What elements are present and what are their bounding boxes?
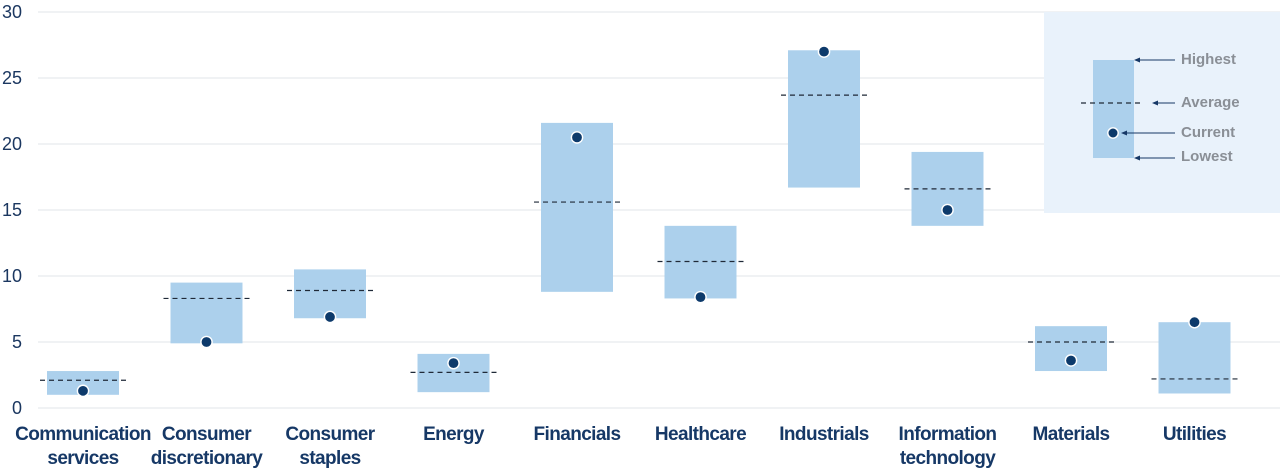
legend-background <box>1044 12 1280 213</box>
range-box <box>788 50 860 188</box>
current-dot <box>76 384 90 398</box>
current-dot <box>447 356 460 370</box>
y-tick-label-30: 30 <box>2 2 22 22</box>
legend-label-current: Current <box>1181 124 1235 141</box>
current-dot <box>323 310 337 324</box>
x-category-label-line: Consumer <box>285 424 375 445</box>
current-dots <box>76 45 1201 398</box>
x-category-label-line: Utilities <box>1163 424 1226 445</box>
current-dot <box>1064 354 1078 367</box>
x-category-label-line: Communication <box>15 424 151 445</box>
legend-label-lowest: Lowest <box>1181 148 1233 165</box>
legend-arrowhead-lowest <box>1134 155 1140 161</box>
current-dot <box>941 203 954 217</box>
x-category-label: Communication services <box>15 424 151 469</box>
x-category-label: Healthcare <box>655 424 746 445</box>
x-category-label: Materials <box>1033 424 1110 445</box>
legend-current-dot <box>1107 127 1119 139</box>
x-category-label: Financials <box>534 424 621 445</box>
range-box <box>541 122 613 292</box>
x-category-label: Consumer discretionary <box>151 424 264 469</box>
y-tick-label-20: 20 <box>2 134 22 154</box>
x-category-label-line: Healthcare <box>655 424 746 445</box>
y-axis-tick-labels: 30 25 20 15 10 5 0 <box>2 2 22 418</box>
current-dot <box>817 45 831 58</box>
x-category-label-line: Industrials <box>779 424 869 445</box>
x-category-label-line: Financials <box>534 424 621 445</box>
x-category-label: Utilities <box>1163 424 1226 445</box>
x-category-label-line: Consumer <box>162 424 252 445</box>
current-dot <box>200 335 213 349</box>
x-category-label: Consumer staples <box>285 424 375 469</box>
legend-range-box <box>1093 60 1134 158</box>
x-category-label: Energy <box>423 424 485 445</box>
range-box <box>47 371 119 395</box>
x-category-label-line: Energy <box>423 424 485 445</box>
legend: Highest Average Current Lowest <box>1044 12 1280 213</box>
current-dot <box>570 131 584 144</box>
range-box <box>664 225 737 299</box>
x-category-label: Industrials <box>779 424 869 445</box>
x-category-label-line: services <box>47 448 118 469</box>
y-tick-label-5: 5 <box>12 332 22 352</box>
x-category-label-line: technology <box>900 448 996 469</box>
x-category-label-line: Information <box>899 424 997 445</box>
x-category-label: Information technology <box>899 424 997 469</box>
y-tick-label-25: 25 <box>2 68 22 88</box>
range-box <box>1158 322 1231 394</box>
legend-arrowhead-highest <box>1134 57 1140 63</box>
x-category-label-line: Materials <box>1033 424 1110 445</box>
legend-label-highest: Highest <box>1181 51 1236 68</box>
y-tick-label-10: 10 <box>2 266 22 286</box>
y-tick-label-0: 0 <box>12 398 22 418</box>
current-dot <box>1188 315 1201 329</box>
gridlines <box>38 11 1280 409</box>
range-box <box>170 282 243 344</box>
y-tick-label-15: 15 <box>2 200 22 220</box>
legend-arrowhead-current <box>1121 130 1127 136</box>
x-category-label-line: staples <box>299 448 360 469</box>
current-dot <box>694 290 707 304</box>
legend-label-average: Average <box>1181 94 1240 111</box>
range-box <box>294 269 366 319</box>
x-category-label-line: discretionary <box>151 448 264 469</box>
range-boxes <box>47 50 1231 395</box>
x-axis-category-labels: Communication services Consumer discretiona… <box>15 424 1227 469</box>
legend-arrowhead-average <box>1152 100 1158 106</box>
